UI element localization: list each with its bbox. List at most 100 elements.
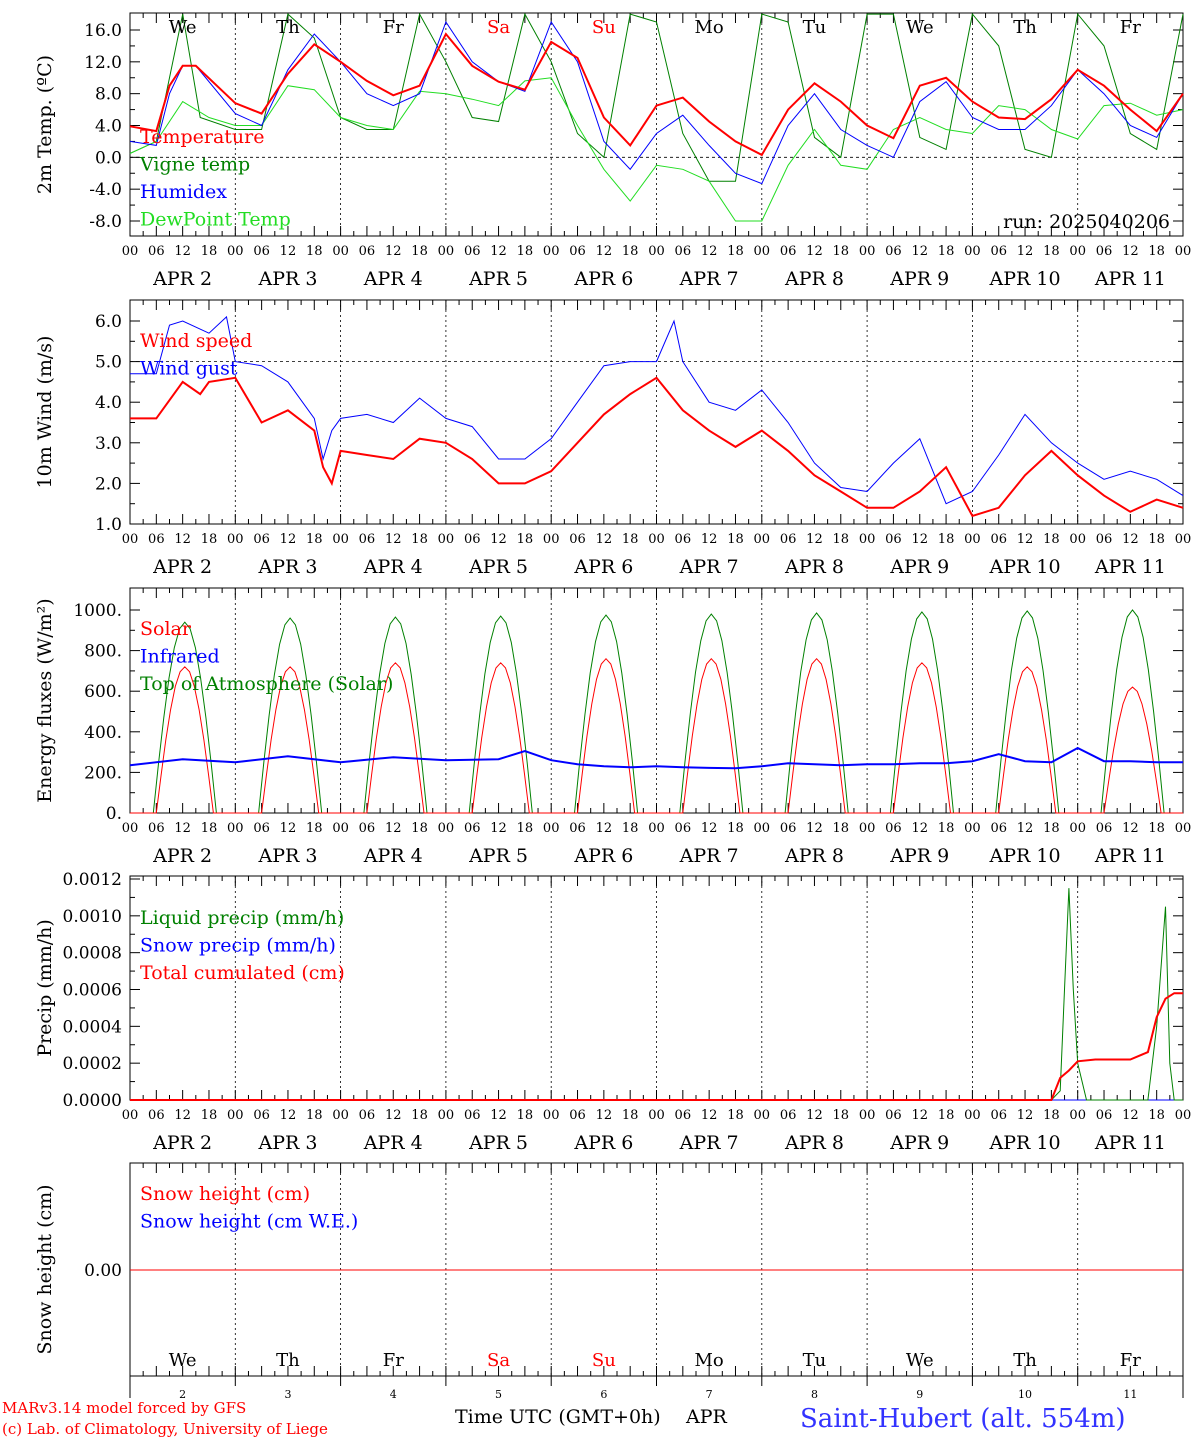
weekday-label: We: [169, 17, 197, 38]
y-tick-label: 0.0010: [63, 907, 122, 927]
hour-tick-label: 18: [517, 1108, 534, 1123]
panel-temp: 16.0 12.0 8.0 4.0 0.0 -4.0 -8.0 2m Temp. (ºC) Te…: [34, 12, 1191, 290]
hour-tick-label: 18: [201, 1108, 218, 1123]
legend-entry: Snow height (cm): [140, 1183, 310, 1205]
hour-tick-label: 06: [569, 821, 586, 836]
hour-tick-label: 06: [675, 1108, 692, 1123]
date-label: APR 8: [784, 845, 844, 867]
hour-tick-label: 00: [754, 532, 771, 547]
hour-tick-label: 06: [1096, 532, 1113, 547]
hour-tick-label: 12: [701, 821, 718, 836]
credit-line-1: MARv3.14 model forced by GFS: [2, 1399, 246, 1417]
hour-tick-label: 12: [806, 1108, 823, 1123]
date-label: APR 11: [1094, 1132, 1166, 1154]
y-tick-label: 2.0: [95, 474, 122, 494]
series-line-top-of-atmosphere-solar-: [130, 609, 1183, 814]
y-tick-label: 0.0006: [63, 981, 122, 1001]
hour-tick-label: 00: [964, 821, 981, 836]
date-label: APR 7: [679, 845, 739, 867]
hour-tick-label: 00: [859, 1108, 876, 1123]
day-number: 10: [1018, 1388, 1032, 1401]
hour-tick-label: 00: [1069, 821, 1086, 836]
weekday-label: We: [906, 17, 934, 38]
hour-tick-label: 18: [306, 244, 323, 259]
legend-entry: Temperature: [140, 126, 264, 148]
legend-entry: Humidex: [140, 181, 227, 203]
hour-tick-label: 00: [859, 244, 876, 259]
hour-tick-label: 18: [727, 532, 744, 547]
hour-tick-label: 00: [122, 1108, 139, 1123]
y-tick-label: 0.0002: [63, 1054, 122, 1074]
hour-tick-label: 12: [1017, 1108, 1034, 1123]
hour-tick-label: 18: [306, 532, 323, 547]
hour-tick-label: 12: [490, 244, 507, 259]
y-tick-label: 1.0: [95, 515, 122, 535]
hour-tick-label: 12: [911, 244, 928, 259]
hour-tick-label: 12: [1017, 821, 1034, 836]
hour-tick-label: 06: [885, 244, 902, 259]
hour-tick-label: 00: [543, 244, 560, 259]
weekday-label: Fr: [383, 1350, 404, 1371]
series-line-vigne-temp: [129, 12, 1184, 182]
hour-tick-label: 06: [885, 821, 902, 836]
hour-tick-label: 00: [332, 244, 349, 259]
hour-tick-label: 06: [148, 1108, 165, 1123]
hour-tick-label: 00: [754, 1108, 771, 1123]
day-number: 7: [706, 1388, 713, 1401]
weekday-label: Th: [276, 1350, 300, 1371]
hour-tick-label: 18: [411, 532, 428, 547]
date-label: APR 7: [679, 556, 739, 578]
date-label: APR 9: [889, 1132, 949, 1154]
y-tick-label: 0.0004: [63, 1017, 122, 1037]
hour-tick-label: 18: [1148, 532, 1165, 547]
hour-tick-label: 12: [490, 1108, 507, 1123]
hour-tick-label: 00: [438, 244, 455, 259]
day-number: 8: [811, 1388, 818, 1401]
hour-tick-label: 18: [622, 821, 639, 836]
hour-tick-label: 06: [253, 1108, 270, 1123]
hour-tick-label: 12: [596, 821, 613, 836]
date-label: APR 11: [1094, 268, 1166, 290]
hour-tick-label: 12: [174, 1108, 191, 1123]
hour-tick-label: 12: [280, 1108, 297, 1123]
date-label: APR 4: [363, 1132, 423, 1154]
legend-entry: Wind gust: [140, 358, 238, 380]
hour-tick-label: 12: [385, 1108, 402, 1123]
date-label: APR 5: [468, 556, 528, 578]
weekday-label: Tu: [803, 1350, 827, 1371]
hour-tick-label: 00: [648, 532, 665, 547]
hour-tick-label: 18: [1043, 244, 1060, 259]
hour-tick-label: 18: [1043, 1108, 1060, 1123]
y-tick-label: 1000.: [73, 601, 122, 621]
hour-tick-label: 00: [648, 244, 665, 259]
hour-tick-label: 12: [1122, 1108, 1139, 1123]
hour-tick-label: 06: [148, 244, 165, 259]
hour-tick-label: 06: [675, 532, 692, 547]
weekday-label: Fr: [1120, 17, 1141, 38]
hour-tick-label: 18: [622, 1108, 639, 1123]
series-line-wind-gust: [130, 315, 1184, 505]
date-label: APR 6: [573, 845, 633, 867]
date-label: APR 6: [573, 268, 633, 290]
hour-tick-label: 18: [938, 244, 955, 259]
hour-tick-label: 06: [569, 244, 586, 259]
hour-tick-label: 06: [780, 244, 797, 259]
hour-tick-label: 18: [833, 532, 850, 547]
hour-tick-label: 00: [648, 821, 665, 836]
weekday-label: Fr: [1120, 1350, 1141, 1371]
panel-snow: 0.00 Snow height (cm) Snow height (cm) Snow…: [34, 1162, 1184, 1401]
date-label: APR 10: [989, 556, 1061, 578]
date-label: APR 8: [784, 1132, 844, 1154]
footer: MARv3.14 model forced by GFS (c) Lab. of…: [2, 1399, 1126, 1438]
series-line-wind-speed: [130, 376, 1184, 518]
date-label: APR 6: [573, 1132, 633, 1154]
hour-tick-label: 00: [754, 244, 771, 259]
hour-tick-label: 00: [227, 244, 244, 259]
hour-tick-label: 12: [596, 1108, 613, 1123]
hour-tick-label: 06: [780, 532, 797, 547]
day-number: 11: [1123, 1388, 1137, 1401]
date-label: APR 4: [363, 845, 423, 867]
hour-tick-label: 00: [438, 1108, 455, 1123]
hour-tick-label: 18: [201, 821, 218, 836]
hour-tick-label: 18: [727, 1108, 744, 1123]
